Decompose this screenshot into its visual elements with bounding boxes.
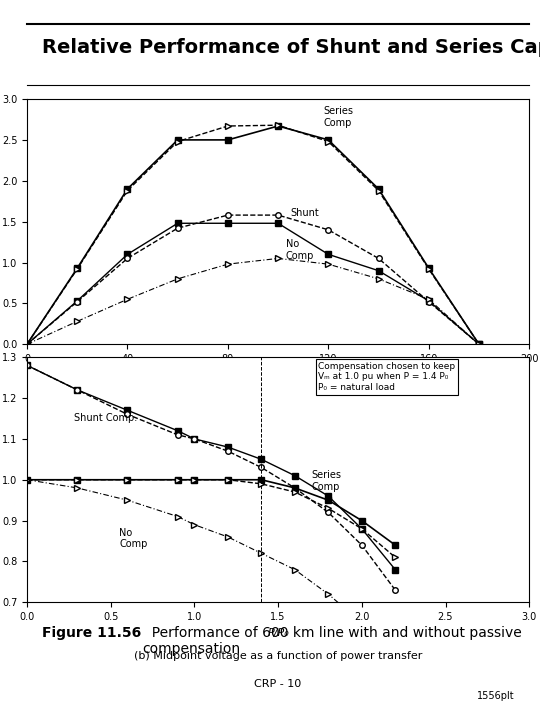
Distributed shunt (476, 340, 482, 348)
Line: No compensation: No compensation (24, 256, 482, 347)
Text: (b) Midpoint voltage as a function of power transfer: (b) Midpoint voltage as a function of po… (134, 652, 422, 662)
Text: No
Comp: No Comp (119, 528, 147, 549)
Text: Performance of 600 km line with and without passive
compensation: Performance of 600 km line with and with… (143, 626, 521, 657)
Lumped shunt (24, 340, 30, 348)
Distributed shunt (375, 266, 382, 275)
Text: Compensation chosen to keep
Vₘ at 1.0 pu when P = 1.4 P₀
P₀ = natural load: Compensation chosen to keep Vₘ at 1.0 pu… (318, 362, 455, 392)
No compensation (124, 295, 131, 304)
Lumped shunt (174, 224, 181, 233)
Distributed shunt (24, 340, 30, 348)
Distributed shunt (426, 297, 432, 305)
Distributed shunt (174, 219, 181, 228)
Distributed series (225, 135, 231, 144)
No compensation (24, 340, 30, 348)
No compensation (426, 295, 432, 304)
Distributed series (24, 340, 30, 348)
Lumped shunt (375, 254, 382, 263)
Distributed shunt (74, 297, 80, 305)
Text: Shunt Comp.: Shunt Comp. (74, 413, 137, 423)
X-axis label: Angle δ in degrees: Angle δ in degrees (226, 369, 330, 379)
Text: (a) Power transfer as a function of transmission angle δ: (a) Power transfer as a function of tran… (123, 393, 433, 403)
Text: Figure 11.56: Figure 11.56 (42, 626, 141, 640)
Distributed series (375, 184, 382, 193)
Lumped shunt (275, 211, 281, 220)
Line: Lumped shunt: Lumped shunt (24, 212, 482, 347)
Text: No
Comp: No Comp (286, 239, 314, 261)
Line: Distributed series: Distributed series (24, 122, 482, 348)
No compensation (375, 274, 382, 283)
No compensation (325, 260, 332, 269)
Distributed series (174, 135, 181, 144)
Distributed shunt (325, 250, 332, 258)
Distributed series (476, 340, 482, 348)
Distributed series (426, 264, 432, 273)
No compensation (476, 340, 482, 348)
No compensation (74, 317, 80, 325)
Text: Shunt: Shunt (291, 207, 319, 217)
Lumped series (74, 265, 80, 274)
Text: Relative Performance of Shunt and Series Caps: Relative Performance of Shunt and Series… (42, 37, 540, 57)
Text: Series
Comp: Series Comp (323, 106, 353, 127)
Lumped series (24, 340, 30, 348)
Lumped shunt (124, 254, 131, 263)
Text: Series
Comp: Series Comp (312, 470, 342, 492)
Text: 1556plt: 1556plt (476, 691, 514, 701)
Distributed shunt (225, 219, 231, 228)
Lumped shunt (325, 225, 332, 234)
Lumped series (225, 122, 231, 130)
Distributed series (325, 135, 332, 144)
Distributed series (124, 184, 131, 193)
Lumped series (275, 121, 281, 130)
Line: Lumped series: Lumped series (24, 122, 482, 347)
Lumped shunt (476, 340, 482, 348)
Lumped series (375, 186, 382, 195)
Distributed series (275, 122, 281, 130)
Line: Distributed shunt: Distributed shunt (24, 220, 482, 347)
X-axis label: P/P₀: P/P₀ (267, 628, 289, 638)
Lumped shunt (426, 297, 432, 306)
Lumped series (174, 138, 181, 146)
Distributed shunt (124, 250, 131, 258)
Lumped shunt (74, 297, 80, 306)
Text: CRP - 10: CRP - 10 (254, 680, 302, 689)
No compensation (275, 254, 281, 263)
No compensation (174, 274, 181, 283)
Lumped series (426, 265, 432, 274)
Distributed shunt (275, 219, 281, 228)
Distributed series (74, 264, 80, 273)
Lumped series (325, 138, 332, 146)
Lumped series (124, 186, 131, 195)
Lumped series (476, 340, 482, 348)
No compensation (225, 260, 231, 269)
Lumped shunt (225, 211, 231, 220)
